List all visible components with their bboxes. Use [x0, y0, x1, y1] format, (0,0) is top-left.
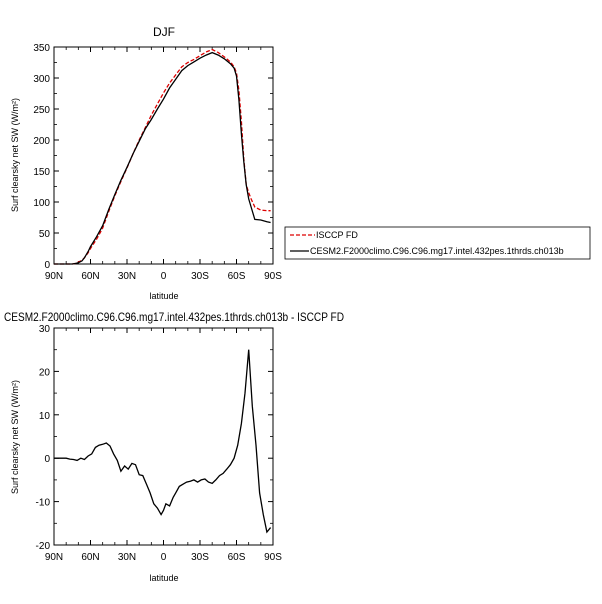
y-tick-label: 0	[44, 454, 50, 465]
bottom-y-axis-label: Surf clearsky net SW (W/m²)	[10, 380, 20, 494]
y-tick-label: 30	[39, 324, 51, 335]
x-tick-label: 90N	[45, 271, 63, 282]
y-tick-label: 100	[33, 198, 50, 209]
top-series	[54, 48, 271, 265]
y-tick-label: 10	[39, 411, 51, 422]
y-tick-label: 300	[33, 74, 50, 85]
y-tick-label: 0	[44, 260, 50, 271]
y-tick-label: 150	[33, 167, 50, 178]
x-tick-label: 60N	[81, 271, 99, 282]
x-tick-label: 90N	[45, 552, 63, 563]
bottom-chart-title: CESM2.F2000climo.C96.C96.mg17.intel.432p…	[4, 310, 344, 324]
bottom-y-ticks: -20 -10 0 10 20 30	[36, 324, 273, 552]
series-line-difference	[54, 349, 272, 534]
y-tick-label: -10	[36, 498, 51, 509]
bottom-series	[54, 349, 272, 534]
plot-frame	[53, 46, 274, 265]
series-line-isccp-fd	[54, 48, 271, 265]
top-y-axis-label: Surf clearsky net SW (W/m²)	[10, 98, 20, 212]
y-tick-label: 20	[39, 367, 51, 378]
bottom-panel: CESM2.F2000climo.C96.C96.mg17.intel.432p…	[4, 310, 344, 583]
y-tick-label: 350	[33, 43, 50, 54]
y-tick-label: 250	[33, 105, 50, 116]
x-tick-label: 60S	[228, 552, 246, 563]
y-tick-label: 50	[39, 229, 51, 240]
x-tick-label: 30N	[118, 552, 136, 563]
y-tick-label: 200	[33, 136, 50, 147]
x-tick-label: 90S	[264, 552, 282, 563]
x-tick-label: 30S	[191, 552, 209, 563]
top-axes	[53, 46, 274, 265]
top-x-ticks: 90N 60N 30N 0 30S 60S 90S	[45, 47, 282, 282]
series-line-cesm2-f2000climo-c96-c96-mg17-	[54, 51, 271, 265]
bottom-axes	[53, 327, 274, 546]
x-tick-label: 0	[161, 552, 167, 563]
legend-label-isccp: ISCCP FD	[316, 230, 358, 240]
legend-box	[284, 226, 591, 260]
legend-label-cesm2: CESM2.F2000climo.C96.C96.mg17.intel.432p…	[310, 246, 564, 256]
plot-frame	[53, 327, 274, 546]
x-tick-label: 30N	[118, 271, 136, 282]
top-chart-title: DJF	[153, 25, 175, 39]
x-tick-label: 0	[161, 271, 167, 282]
x-tick-label: 60N	[81, 552, 99, 563]
top-panel: DJF 90N 60N 30N 0 30S 60S 90S 0 50 100 150 200 250 3…	[10, 25, 282, 301]
x-tick-label: 60S	[228, 271, 246, 282]
legend: ISCCP FD CESM2.F2000climo.C96.C96.mg17.i…	[284, 226, 591, 260]
x-tick-label: 90S	[264, 271, 282, 282]
top-x-axis-label: latitude	[149, 291, 178, 301]
y-tick-label: -20	[36, 541, 51, 552]
x-tick-label: 30S	[191, 271, 209, 282]
bottom-x-axis-label: latitude	[149, 573, 178, 583]
bottom-x-ticks: 90N 60N 30N 0 30S 60S 90S	[45, 328, 282, 563]
